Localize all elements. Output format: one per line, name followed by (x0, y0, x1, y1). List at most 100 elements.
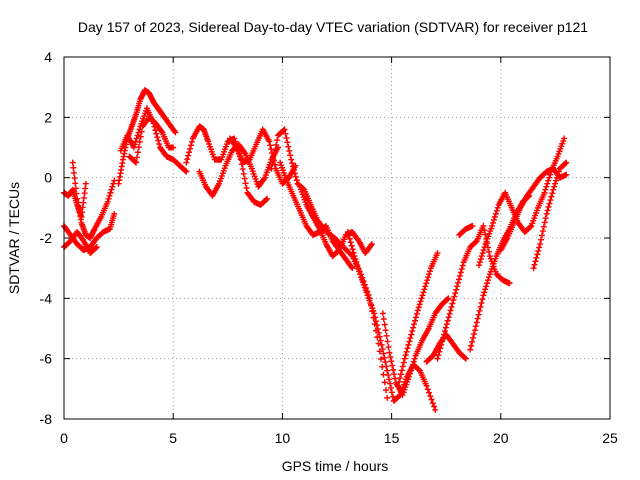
data-point (445, 295, 452, 302)
series-arc-23 (456, 222, 476, 238)
data-point (481, 244, 488, 251)
data-point (185, 152, 192, 159)
data-point (134, 149, 141, 156)
data-point (410, 324, 417, 331)
data-point (354, 236, 361, 243)
data-point (132, 158, 139, 165)
data-point (549, 190, 556, 197)
data-point (442, 324, 449, 331)
data-point (385, 344, 392, 351)
data-point (153, 130, 160, 137)
data-point (479, 250, 486, 257)
series-arc-11 (268, 126, 391, 401)
data-point (545, 203, 552, 210)
data-point (476, 259, 483, 266)
data-point (455, 276, 462, 283)
data-point (407, 334, 414, 341)
data-point (356, 268, 363, 275)
data-point (388, 358, 395, 365)
data-point (109, 183, 116, 190)
data-point (538, 236, 545, 243)
data-point (482, 286, 489, 293)
data-point (402, 352, 409, 359)
data-point (378, 341, 385, 348)
data-point (404, 345, 411, 352)
data-point (434, 355, 441, 362)
data-point (439, 338, 446, 345)
data-point (546, 200, 553, 207)
data-point (531, 261, 538, 268)
data-point (240, 170, 247, 177)
data-point (290, 163, 297, 170)
data-point (380, 316, 387, 323)
data-point (485, 274, 492, 281)
data-point (480, 292, 487, 299)
data-point (561, 135, 568, 142)
data-point (472, 323, 479, 330)
data-point (408, 331, 415, 338)
data-point (410, 358, 417, 365)
series-arc-3 (69, 159, 118, 241)
data-point (403, 348, 410, 355)
series-arc-22 (530, 159, 570, 272)
data-point (391, 371, 398, 378)
data-point (449, 300, 456, 307)
data-point (381, 354, 388, 361)
data-point (478, 300, 485, 307)
data-point (135, 129, 142, 136)
data-point (108, 186, 115, 193)
data-point (407, 367, 414, 374)
data-point (69, 159, 76, 166)
data-point (476, 307, 483, 314)
data-point (541, 189, 548, 196)
data-point (134, 154, 141, 161)
data-point (281, 126, 288, 133)
data-point (441, 331, 448, 338)
data-point (443, 321, 450, 328)
series-arc-4 (61, 228, 100, 257)
data-point (545, 177, 552, 184)
data-point (291, 170, 298, 177)
data-point (544, 207, 551, 214)
data-point (384, 367, 391, 374)
chart-title: Day 157 of 2023, Sidereal Day-to-day VTE… (78, 19, 588, 35)
data-point (477, 303, 484, 310)
data-point (345, 232, 352, 239)
data-point (154, 134, 161, 141)
data-point (426, 389, 433, 396)
data-point (111, 210, 118, 217)
data-point (479, 296, 486, 303)
data-point (450, 297, 457, 304)
data-point (405, 341, 412, 348)
data-point (563, 159, 570, 166)
data-point (468, 342, 475, 349)
data-point (553, 177, 560, 184)
series-arc-6 (117, 105, 190, 175)
data-point (485, 277, 492, 284)
data-point (401, 355, 408, 362)
data-point (434, 250, 441, 257)
data-point (451, 293, 458, 300)
data-point (270, 156, 277, 163)
data-point (418, 295, 425, 302)
data-point (282, 130, 289, 137)
data-point (187, 142, 194, 149)
data-point (482, 231, 489, 238)
data-point (552, 180, 559, 187)
data-point (426, 268, 433, 275)
data-point (412, 317, 418, 324)
data-point (137, 133, 144, 140)
data-point (419, 292, 426, 299)
data-point (551, 183, 558, 190)
data-point (104, 198, 111, 205)
data-point (490, 216, 497, 223)
data-point (348, 242, 355, 249)
data-point (532, 258, 539, 265)
data-point (537, 241, 544, 248)
data-point (73, 190, 80, 197)
data-point (481, 227, 488, 234)
data-point (373, 322, 380, 329)
data-point (562, 160, 569, 167)
data-point (389, 362, 396, 369)
data-point (351, 253, 358, 260)
